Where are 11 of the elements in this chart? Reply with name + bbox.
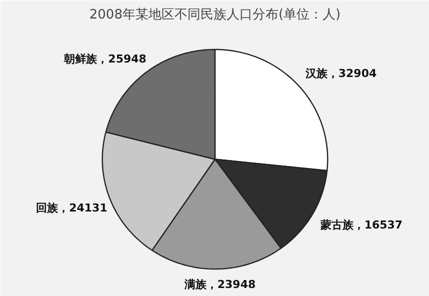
data-label: ，32904 (327, 66, 377, 80)
slice-label: 朝鲜族 (63, 52, 98, 66)
slice-label: 蒙古族 (319, 218, 354, 232)
data-label: ，16537 (353, 218, 403, 232)
data-label: ，24131 (58, 201, 108, 214)
data-label: ，23948 (206, 278, 256, 291)
data-label: ，25948 (97, 52, 146, 66)
slice-label: 满族 (183, 278, 208, 291)
chart-title: 2008年某地区不同民族人口分布(单位：人) (89, 8, 341, 22)
slice-label: 回族 (36, 201, 60, 214)
slice-label: 汉族 (304, 66, 328, 80)
